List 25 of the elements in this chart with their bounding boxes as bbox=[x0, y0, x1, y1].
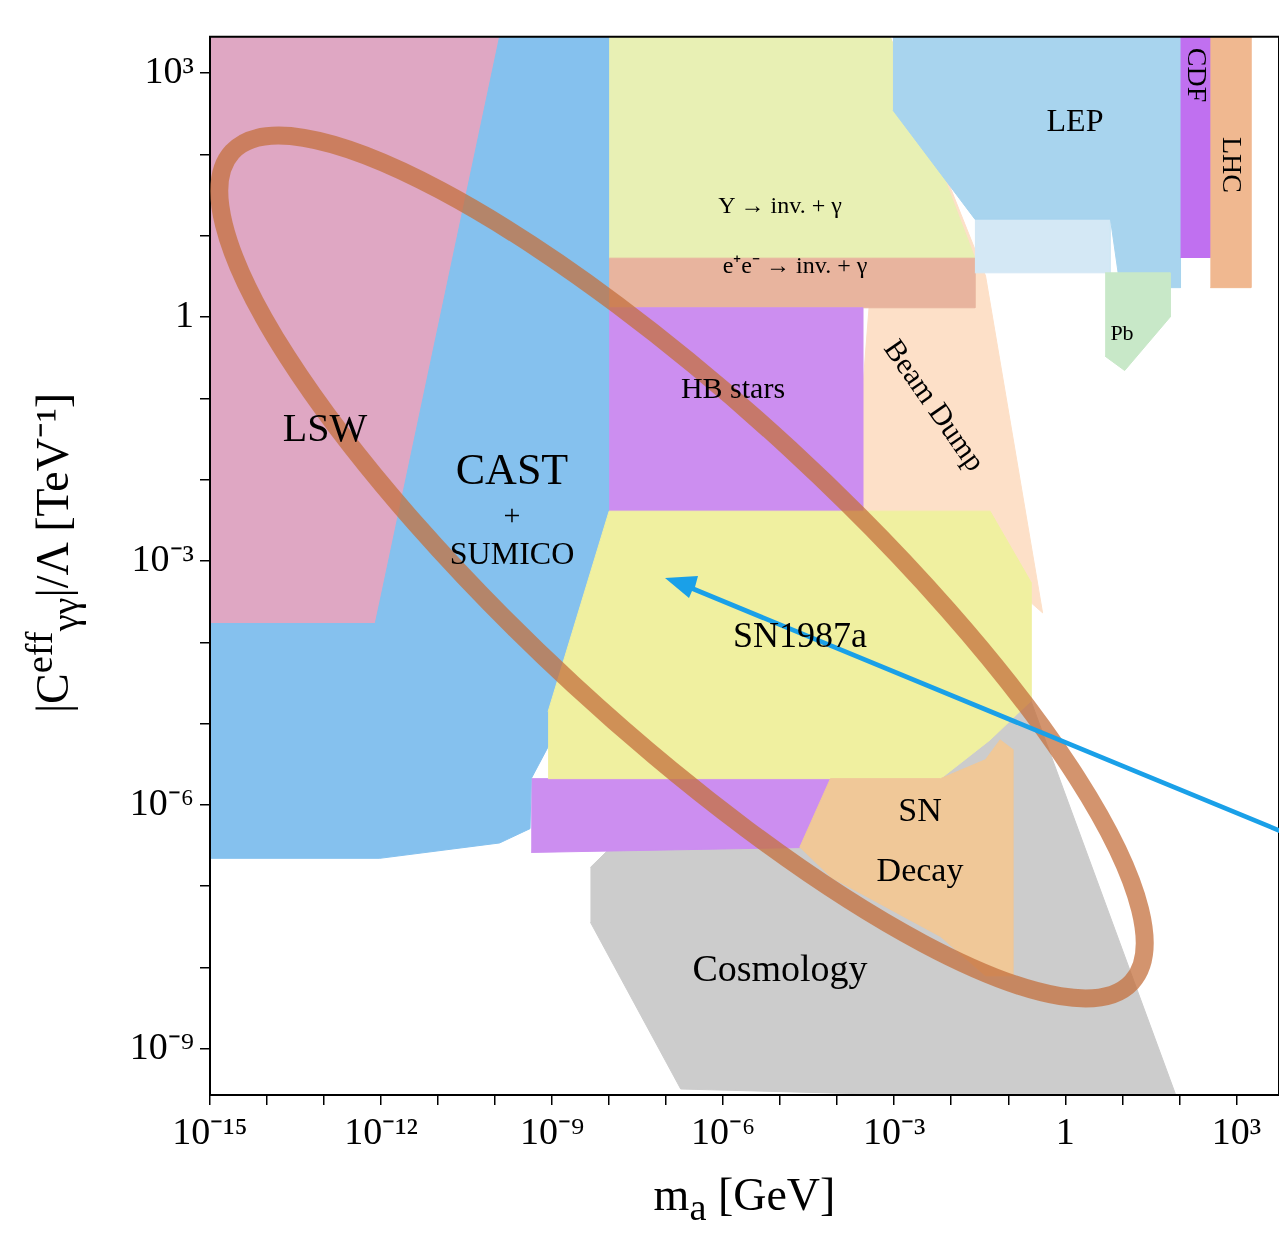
x-tick-label: 10⁻¹² bbox=[344, 1109, 418, 1152]
annotation: e⁺e⁻ → inv. + γ bbox=[722, 252, 868, 278]
x-tick-label: 10⁻⁶ bbox=[691, 1109, 756, 1152]
annotation: SUMICO bbox=[449, 535, 575, 571]
annotation: SN bbox=[898, 791, 942, 828]
x-tick-label: 10⁻³ bbox=[863, 1109, 926, 1152]
x-axis-title: m$_{a}$ [GeV] bbox=[652, 1168, 837, 1230]
annotation: LHC bbox=[1217, 137, 1248, 193]
annotation: Cosmology bbox=[692, 947, 868, 989]
x-tick-label: 10³ bbox=[1211, 1109, 1262, 1152]
y-tick-label: 10⁻⁹ bbox=[129, 1024, 194, 1067]
annotation: LEP bbox=[1046, 102, 1104, 138]
y-tick-label: 10⁻³ bbox=[131, 536, 194, 579]
annotation: CDF bbox=[1182, 47, 1213, 103]
annotation: Decay bbox=[876, 851, 964, 888]
annotation: Pb bbox=[1110, 320, 1134, 345]
x-tick-label: 1 bbox=[1055, 1109, 1075, 1152]
annotation: CAST bbox=[455, 445, 569, 494]
y-tick-label: 10³ bbox=[144, 49, 194, 92]
annotation: LSW bbox=[282, 405, 368, 450]
y-tick-label: 1 bbox=[175, 293, 194, 336]
x-tick-label: 10⁻⁹ bbox=[519, 1109, 585, 1152]
annotation: + bbox=[503, 498, 521, 531]
x-tick-label: 10⁻¹⁵ bbox=[172, 1109, 248, 1152]
y-tick-label: 10⁻⁶ bbox=[129, 780, 194, 823]
